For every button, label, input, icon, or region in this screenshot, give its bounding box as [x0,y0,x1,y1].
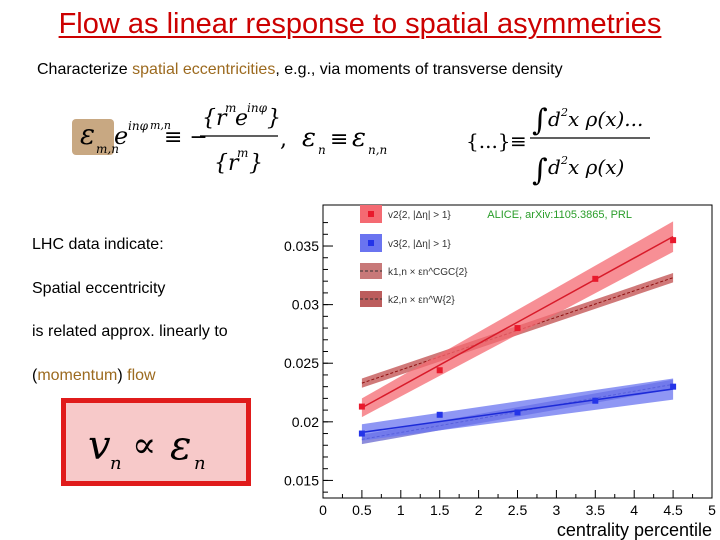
definition-formulas: ε m,n e inφ m,n ≡ − {r m e inφ } {r m } … [80,101,650,188]
spatial-eccentricity-text: Spatial eccentricity [32,280,166,297]
eps-n-symbol: ε [302,123,316,153]
data-point-series-2 [358,430,365,437]
slide-title: Flow as linear response to spatial asymm… [58,8,662,40]
data-point-series-1 [592,275,599,282]
paren-close: ) [117,367,123,384]
integrand-top-exp: 2 [560,106,568,119]
legend-marker [368,211,374,217]
flow-word: flow [127,367,156,384]
moment-braces: {...} [466,129,511,153]
numerator-close: } [267,106,281,131]
equiv-sign-2: ≡ [330,127,348,152]
eps-mn-symbol: ε [80,118,95,151]
numerator-e: e [235,106,248,131]
data-point-series-1 [670,237,677,244]
integral-top: ∫ [532,103,548,138]
exp-exponent-sub: m,n [150,119,171,132]
eps-mn-subscript: m,n [96,142,119,156]
x-tick-label: 2.5 [508,502,528,518]
linear-relation-text: is related approx. linearly to [32,323,228,340]
legend-marker [368,240,374,246]
eps-n-subscript: n [318,143,326,157]
vn-subscript: n [110,453,122,474]
x-axis-label: centrality percentile [557,520,712,540]
data-point-series-1 [358,403,365,410]
x-tick-label: 2 [475,502,483,518]
data-point-series-1 [436,367,443,374]
subtitle: Characterize spatial eccentricities, e.g… [37,61,563,79]
legend-label: k1,n × εn^CGC{2} [388,267,468,278]
numerator: {r [202,106,228,131]
legend-label: v2{2, |Δη| > 1} [388,210,451,221]
subtitle-highlight: spatial eccentricities [132,61,276,78]
y-tick-label: 0.03 [292,297,319,313]
y-tick-label: 0.015 [284,472,319,488]
equiv-sign-3: ≡ [510,129,527,153]
x-tick-label: 5 [708,502,716,518]
momentum-word: momentum [37,367,118,384]
x-tick-label: 3 [553,502,561,518]
denominator-close: } [249,151,263,176]
data-point-series-2 [670,383,677,390]
momentum-flow-text: (momentum) flow [32,367,156,385]
denominator-exp: m [237,146,248,160]
y-tick-label: 0.025 [284,355,319,371]
x-tick-label: 4 [630,502,638,518]
chart-annotation: ALICE, arXiv:1105.3865, PRL [487,209,632,221]
integrand-bottom-rest: x ρ(x) [568,155,624,179]
integrand-top-rest: x ρ(x)... [568,107,643,131]
equiv-sign: ≡ − [164,125,208,150]
eps-n-big-subscript: n [194,453,206,474]
integrand-bottom: d [548,155,561,179]
eps-nn-subscript: n,n [368,143,387,157]
x-tick-label: 1.5 [430,502,450,518]
comma: , [280,127,287,152]
x-tick-label: 0 [319,502,327,518]
legend-label: k2,n × εn^W{2} [388,295,455,306]
numerator-e-exp: inφ [247,101,268,115]
eps-mn-highlight [72,119,114,155]
paren-open: ( [32,367,38,384]
lhc-data-text: LHC data indicate: [32,236,164,253]
proportional-sign: ∝ [132,425,156,466]
numerator-exp: m [225,101,236,115]
vn-proportional-formula: v n ∝ ε n [88,423,206,474]
exp-exponent: inφ [128,119,149,133]
eps-nn-symbol: ε [352,123,366,153]
legend-label: v3{2, |Δη| > 1} [388,239,451,250]
data-point-series-2 [592,397,599,404]
data-point-series-2 [436,411,443,418]
vn-symbol: v [88,423,111,469]
integral-bottom: ∫ [532,153,548,188]
integrand-bottom-exp: 2 [560,154,568,167]
data-point-series-1 [514,325,521,332]
fit-line-series-1 [361,235,674,409]
y-tick-label: 0.02 [292,414,319,430]
x-tick-label: 1 [397,502,405,518]
subtitle-suffix: , e.g., via moments of transverse densit… [275,61,563,78]
denominator: {r [214,151,240,176]
y-tick-label: 0.035 [284,238,319,254]
vn-proportional-box: v n ∝ ε n [61,398,251,486]
eps-n-big: ε [170,423,191,469]
x-tick-label: 3.5 [586,502,606,518]
integrand-top: d [548,107,561,131]
data-point-series-2 [514,409,521,416]
exp-e: e [114,122,128,150]
subtitle-prefix: Characterize [37,61,133,78]
x-tick-label: 4.5 [663,502,683,518]
x-tick-label: 0.5 [352,502,372,518]
